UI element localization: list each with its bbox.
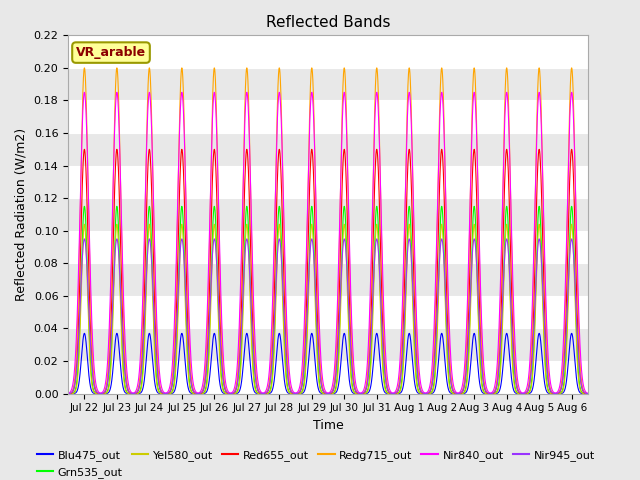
Nir945_out bbox=[90, 383, 98, 389]
Redg715_out bbox=[81, 65, 88, 71]
Nir840_out bbox=[64, 390, 72, 396]
Bar bbox=[68, 296, 588, 328]
Redg715_out bbox=[64, 391, 72, 396]
Redg715_out bbox=[450, 387, 458, 393]
Nir840_out bbox=[90, 368, 98, 373]
Yel580_out bbox=[450, 391, 458, 396]
Yel580_out bbox=[477, 378, 485, 384]
Red655_out bbox=[253, 382, 260, 387]
Line: Redg715_out: Redg715_out bbox=[68, 68, 588, 394]
Bar bbox=[68, 231, 588, 264]
Bar bbox=[68, 361, 588, 394]
Grn535_out bbox=[584, 391, 592, 396]
Nir945_out bbox=[81, 236, 88, 242]
Blu475_out bbox=[253, 390, 260, 396]
Yel580_out bbox=[372, 231, 380, 237]
Bar bbox=[68, 100, 588, 133]
Bar bbox=[68, 133, 588, 166]
Blu475_out bbox=[372, 334, 380, 340]
Nir945_out bbox=[372, 240, 380, 246]
Line: Grn535_out: Grn535_out bbox=[68, 206, 588, 394]
Red655_out bbox=[90, 384, 98, 389]
Redg715_out bbox=[253, 375, 260, 381]
Nir840_out bbox=[372, 97, 380, 103]
Nir945_out bbox=[395, 386, 403, 392]
Red655_out bbox=[450, 389, 458, 395]
Redg715_out bbox=[395, 384, 403, 389]
Line: Blu475_out: Blu475_out bbox=[68, 333, 588, 394]
Line: Nir840_out: Nir840_out bbox=[68, 92, 588, 393]
Nir840_out bbox=[395, 376, 403, 382]
Line: Yel580_out: Yel580_out bbox=[68, 224, 588, 394]
Redg715_out bbox=[372, 75, 380, 81]
Red655_out bbox=[584, 391, 592, 396]
Nir840_out bbox=[584, 390, 592, 396]
Bar bbox=[68, 198, 588, 231]
Blu475_out bbox=[450, 391, 458, 396]
Red655_out bbox=[81, 146, 88, 152]
Nir945_out bbox=[584, 391, 592, 396]
Blu475_out bbox=[584, 391, 592, 396]
Bar bbox=[68, 264, 588, 296]
Nir840_out bbox=[477, 309, 485, 314]
Blu475_out bbox=[90, 391, 98, 396]
Line: Nir945_out: Nir945_out bbox=[68, 239, 588, 394]
Yel580_out bbox=[64, 391, 72, 396]
Redg715_out bbox=[477, 328, 485, 334]
Grn535_out bbox=[253, 388, 260, 394]
Text: VR_arable: VR_arable bbox=[76, 46, 146, 59]
Yel580_out bbox=[394, 390, 402, 396]
Yel580_out bbox=[90, 390, 98, 396]
Nir945_out bbox=[477, 357, 485, 362]
Grn535_out bbox=[372, 212, 380, 218]
Nir840_out bbox=[253, 363, 260, 369]
Nir945_out bbox=[253, 381, 260, 387]
X-axis label: Time: Time bbox=[312, 419, 344, 432]
Nir945_out bbox=[450, 388, 458, 394]
Y-axis label: Reflected Radiation (W/m2): Reflected Radiation (W/m2) bbox=[15, 128, 28, 301]
Grn535_out bbox=[450, 390, 458, 396]
Legend: Blu475_out, Grn535_out, Yel580_out, Red655_out, Redg715_out, Nir840_out, Nir945_: Blu475_out, Grn535_out, Yel580_out, Red6… bbox=[32, 446, 600, 480]
Yel580_out bbox=[252, 389, 260, 395]
Red655_out bbox=[64, 391, 72, 396]
Grn535_out bbox=[477, 373, 485, 379]
Red655_out bbox=[372, 155, 380, 161]
Bar bbox=[68, 68, 588, 100]
Grn535_out bbox=[81, 204, 88, 209]
Grn535_out bbox=[64, 391, 72, 396]
Nir840_out bbox=[450, 383, 458, 388]
Redg715_out bbox=[584, 391, 592, 396]
Bar bbox=[68, 166, 588, 198]
Bar bbox=[68, 328, 588, 361]
Red655_out bbox=[395, 387, 403, 393]
Blu475_out bbox=[477, 387, 485, 393]
Line: Red655_out: Red655_out bbox=[68, 149, 588, 394]
Grn535_out bbox=[395, 390, 403, 396]
Blu475_out bbox=[64, 391, 72, 396]
Blu475_out bbox=[81, 330, 88, 336]
Redg715_out bbox=[90, 378, 98, 384]
Nir840_out bbox=[81, 89, 88, 95]
Grn535_out bbox=[90, 389, 98, 395]
Yel580_out bbox=[568, 221, 575, 227]
Nir945_out bbox=[64, 391, 72, 396]
Blu475_out bbox=[395, 391, 403, 396]
Yel580_out bbox=[584, 391, 592, 396]
Bar bbox=[68, 36, 588, 68]
Title: Reflected Bands: Reflected Bands bbox=[266, 15, 390, 30]
Red655_out bbox=[477, 350, 485, 356]
